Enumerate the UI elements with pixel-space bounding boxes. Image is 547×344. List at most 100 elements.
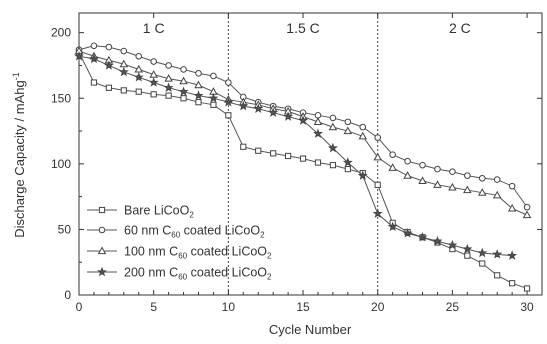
data-series [74, 42, 532, 292]
data-point [359, 123, 367, 131]
legend-label-subscript: 60 [171, 231, 180, 240]
data-point [342, 157, 353, 167]
data-point [522, 210, 532, 219]
data-point [270, 150, 277, 157]
y-tick-label: 50 [58, 222, 72, 236]
data-point [402, 228, 413, 238]
data-point [90, 42, 98, 50]
data-point [135, 52, 143, 60]
series-line [78, 50, 528, 216]
data-point [253, 103, 264, 113]
data-point [344, 118, 352, 126]
data-point [492, 249, 503, 259]
data-point [135, 88, 142, 95]
rate-region-labels: 1 C 1.5 C 2 C [143, 20, 471, 36]
legend-label-text: coated LiCoO [187, 266, 267, 280]
y-tick-label: 0 [64, 288, 71, 302]
data-point [464, 172, 471, 179]
data-point [88, 53, 99, 64]
x-tick-label: 30 [520, 300, 534, 314]
data-point [374, 181, 381, 188]
x-tick-label: 20 [371, 300, 385, 314]
legend-label-text: 100 nm C [124, 245, 178, 259]
data-point [314, 159, 322, 166]
legend-label: 100 nm C60 coated LiCoO2 [124, 245, 272, 261]
data-point [344, 165, 351, 173]
data-point [419, 161, 426, 169]
data-point [449, 168, 456, 176]
data-point [494, 272, 501, 279]
rate-region-label: 1.5 C [286, 20, 319, 36]
data-point [478, 188, 487, 196]
data-point [329, 114, 337, 122]
legend-label-text: coated LiCoO [187, 245, 267, 259]
data-point [90, 79, 98, 86]
data-point [343, 126, 353, 135]
series-circle [75, 42, 531, 211]
data-point [193, 90, 204, 100]
data-point [195, 70, 202, 77]
data-point [462, 243, 473, 254]
data-point [448, 182, 457, 191]
data-point [327, 142, 338, 153]
data-point [179, 76, 188, 85]
legend-label-subscript: 60 [178, 252, 187, 261]
data-point [105, 43, 113, 51]
data-point [508, 182, 516, 190]
data-point [358, 131, 368, 140]
data-point [74, 51, 84, 61]
series-line [78, 45, 528, 208]
legend-entry: 60 nm C60 coated LiCoO2 [87, 224, 265, 240]
data-point [463, 185, 472, 194]
series-triangle [74, 46, 532, 219]
data-point [283, 111, 294, 121]
data-point [150, 91, 157, 98]
legend-entry: Bare LiCoO2 [87, 204, 194, 220]
data-point [403, 171, 412, 179]
data-point [357, 170, 368, 180]
data-point [479, 260, 486, 267]
data-point [478, 174, 486, 182]
data-point [255, 147, 262, 154]
series-star [74, 51, 518, 260]
data-point [225, 112, 232, 119]
plot-frame [78, 12, 543, 296]
data-point [119, 59, 129, 68]
data-point [314, 112, 322, 119]
y-axis-ticks: 0 50 100 150 200 [51, 26, 542, 302]
data-point [118, 66, 129, 77]
data-point [493, 176, 501, 183]
legend-label-subscript: 2 [267, 252, 272, 261]
data-point [133, 72, 144, 82]
legend-label-text: coated LiCoO [180, 224, 260, 238]
data-point [194, 80, 203, 89]
legend-label: Bare LiCoO2 [124, 204, 194, 220]
data-point [433, 180, 442, 188]
legend-label-subscript: 2 [260, 231, 265, 240]
y-axis-title-sup: -1 [11, 72, 21, 80]
data-point [120, 47, 128, 55]
data-point [387, 221, 398, 232]
data-point [372, 208, 383, 218]
data-point [432, 235, 443, 246]
x-tick-label: 25 [446, 300, 460, 314]
data-point [240, 143, 247, 150]
data-point [284, 152, 292, 160]
data-point [298, 115, 309, 125]
data-point [180, 66, 187, 73]
data-point [523, 203, 531, 211]
data-point [492, 190, 502, 199]
data-point [389, 151, 396, 158]
data-point [164, 74, 173, 82]
y-tick-label: 200 [51, 26, 71, 40]
data-point [328, 122, 338, 131]
legend-label-subscript: 60 [178, 273, 187, 282]
data-point [210, 101, 217, 108]
data-point [148, 77, 159, 87]
data-point [210, 72, 217, 80]
rate-region-label: 1 C [143, 20, 165, 36]
data-point [165, 92, 172, 99]
data-point [195, 99, 202, 106]
x-tick-label: 10 [222, 300, 236, 314]
